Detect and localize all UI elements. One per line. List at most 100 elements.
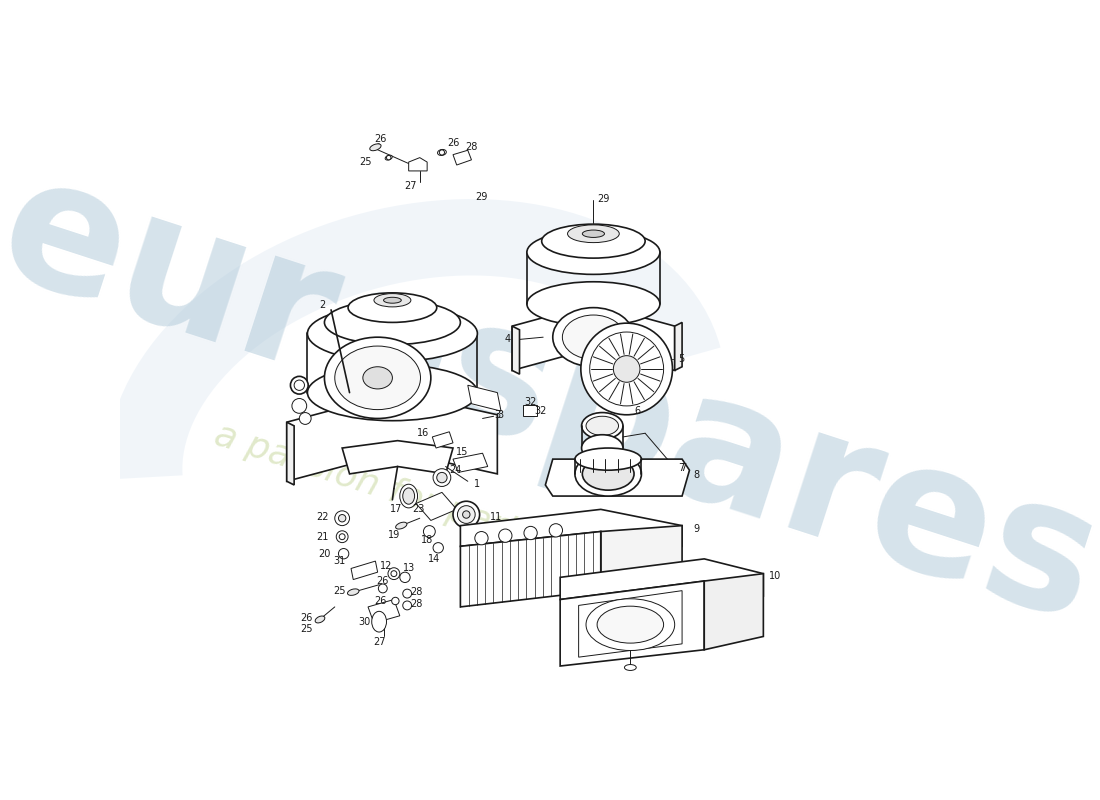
Text: 30: 30 <box>358 617 371 626</box>
Polygon shape <box>601 526 682 590</box>
Ellipse shape <box>568 225 619 242</box>
Circle shape <box>388 568 399 579</box>
Text: 32: 32 <box>534 406 547 416</box>
Text: 3: 3 <box>497 410 504 420</box>
Polygon shape <box>287 393 497 482</box>
Text: 18: 18 <box>421 535 433 546</box>
Polygon shape <box>704 574 763 650</box>
Text: 9: 9 <box>693 524 700 534</box>
Circle shape <box>386 155 390 160</box>
Circle shape <box>463 511 470 518</box>
Polygon shape <box>468 386 500 411</box>
Polygon shape <box>409 158 427 171</box>
Ellipse shape <box>324 300 461 345</box>
Ellipse shape <box>334 346 420 410</box>
Text: 25: 25 <box>333 586 345 596</box>
Circle shape <box>475 531 488 545</box>
Text: a passion for parts since 1985: a passion for parts since 1985 <box>210 418 740 618</box>
Circle shape <box>433 469 451 486</box>
Text: 26: 26 <box>374 134 387 144</box>
Circle shape <box>334 511 350 526</box>
Ellipse shape <box>438 150 447 155</box>
Text: 25: 25 <box>360 157 372 167</box>
Text: 28: 28 <box>410 599 422 609</box>
Text: 26: 26 <box>300 613 312 623</box>
Text: 23: 23 <box>412 504 425 514</box>
Circle shape <box>424 526 436 538</box>
Ellipse shape <box>582 458 634 490</box>
Polygon shape <box>674 322 682 370</box>
Circle shape <box>524 526 537 540</box>
Polygon shape <box>368 599 399 623</box>
Text: 5: 5 <box>679 354 684 364</box>
Circle shape <box>403 601 411 610</box>
Circle shape <box>378 584 387 593</box>
Ellipse shape <box>307 365 477 421</box>
Ellipse shape <box>586 598 674 650</box>
Text: 2: 2 <box>320 301 326 310</box>
Ellipse shape <box>586 416 618 435</box>
Text: 28: 28 <box>410 587 422 597</box>
Circle shape <box>292 398 307 414</box>
Ellipse shape <box>541 224 645 258</box>
Text: 7: 7 <box>679 463 684 473</box>
Circle shape <box>403 589 411 598</box>
Text: 26: 26 <box>374 596 386 606</box>
Ellipse shape <box>575 452 641 496</box>
Circle shape <box>299 413 311 424</box>
Text: 11: 11 <box>490 512 503 522</box>
Text: 24: 24 <box>449 465 462 475</box>
Ellipse shape <box>597 606 663 643</box>
Polygon shape <box>287 422 294 485</box>
Text: 22: 22 <box>317 512 329 522</box>
Text: 13: 13 <box>403 563 415 574</box>
Circle shape <box>339 549 349 559</box>
Circle shape <box>339 514 345 522</box>
Text: 31: 31 <box>333 556 345 566</box>
Ellipse shape <box>399 484 418 508</box>
Polygon shape <box>342 441 453 474</box>
Polygon shape <box>461 510 682 546</box>
Ellipse shape <box>374 294 411 307</box>
Polygon shape <box>513 304 674 370</box>
Ellipse shape <box>527 282 660 326</box>
Ellipse shape <box>625 665 636 670</box>
Ellipse shape <box>562 315 625 359</box>
Text: 6: 6 <box>634 406 640 416</box>
Circle shape <box>549 524 562 537</box>
Text: 1: 1 <box>474 478 480 489</box>
Ellipse shape <box>582 230 605 238</box>
Polygon shape <box>546 459 690 496</box>
Text: 20: 20 <box>318 549 330 558</box>
Ellipse shape <box>315 616 324 623</box>
Text: 4: 4 <box>505 334 510 345</box>
Circle shape <box>392 598 399 605</box>
Polygon shape <box>416 492 456 521</box>
Text: 17: 17 <box>390 504 403 514</box>
Ellipse shape <box>363 366 393 389</box>
Circle shape <box>337 530 348 542</box>
Polygon shape <box>461 531 601 607</box>
Circle shape <box>458 506 475 523</box>
Ellipse shape <box>370 144 381 150</box>
Text: 16: 16 <box>417 428 429 438</box>
Ellipse shape <box>396 522 407 529</box>
Polygon shape <box>453 454 487 473</box>
Circle shape <box>390 570 397 577</box>
Circle shape <box>439 150 444 155</box>
Ellipse shape <box>575 448 641 470</box>
Ellipse shape <box>553 308 634 366</box>
Ellipse shape <box>403 488 415 504</box>
Polygon shape <box>432 432 453 448</box>
Text: 25: 25 <box>300 624 312 634</box>
Ellipse shape <box>527 230 660 274</box>
Circle shape <box>581 323 672 414</box>
Ellipse shape <box>348 293 437 322</box>
Text: 26: 26 <box>447 138 459 148</box>
Circle shape <box>437 473 447 482</box>
Ellipse shape <box>372 611 386 632</box>
Text: 15: 15 <box>455 446 469 457</box>
Polygon shape <box>453 150 472 165</box>
Ellipse shape <box>307 306 477 362</box>
Ellipse shape <box>348 589 359 595</box>
